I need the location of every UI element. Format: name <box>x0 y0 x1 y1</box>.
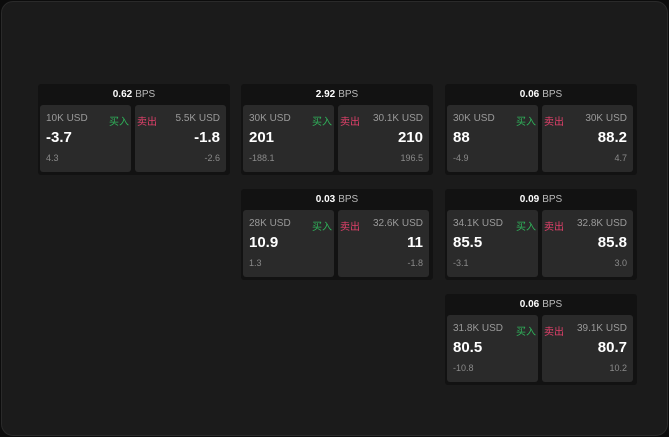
bid-change: 1.3 <box>249 258 262 268</box>
ask-change: -1.8 <box>407 258 423 268</box>
sell-quote-button[interactable]: 卖出 30K USD 88.2 4.7 <box>542 105 633 172</box>
sell-quote-button[interactable]: 卖出 39.1K USD 80.7 10.2 <box>542 315 633 382</box>
sell-label: 卖出 <box>137 117 157 128</box>
quote-card: 0.06 BPS 31.8K USD 买入 80.5 -10.8 卖出 39.1K… <box>445 294 637 385</box>
sell-label: 卖出 <box>544 222 564 233</box>
bid-price: 85.5 <box>453 234 483 251</box>
bid-price: 80.5 <box>453 339 483 356</box>
buy-label: 买入 <box>516 117 536 128</box>
buy-quote-button[interactable]: 34.1K USD 买入 85.5 -3.1 <box>447 210 538 277</box>
bid-price: 88 <box>453 129 470 146</box>
buy-label: 买入 <box>312 222 332 233</box>
ask-size: 32.8K USD <box>576 218 627 229</box>
buy-quote-button[interactable]: 10K USD 买入 -3.7 4.3 <box>40 105 131 172</box>
buy-quote-button[interactable]: 30K USD 买入 88 -4.9 <box>447 105 538 172</box>
ask-price: 11 <box>407 234 423 251</box>
bid-change: -4.9 <box>453 153 469 163</box>
quote-card: 0.09 BPS 34.1K USD 买入 85.5 -3.1 卖出 32.8K … <box>445 189 637 280</box>
ask-price: 88.2 <box>597 129 627 146</box>
quote-card: 2.92 BPS 30K USD 买入 201 -188.1 卖出 30.1K U… <box>241 84 433 175</box>
spread-unit: BPS <box>338 89 359 100</box>
ask-price: 210 <box>397 129 423 146</box>
spread-header: 2.92 BPS <box>241 84 433 105</box>
sell-label: 卖出 <box>544 327 564 338</box>
quote-card: 0.62 BPS 10K USD 买入 -3.7 4.3 卖出 5.5K USD … <box>38 84 230 175</box>
spread-header: 0.62 BPS <box>38 84 230 105</box>
bid-size: 30K USD <box>453 113 495 124</box>
spread-value: 2.92 <box>315 89 336 100</box>
sell-label: 卖出 <box>340 222 360 233</box>
ask-change: 4.7 <box>614 153 627 163</box>
ask-size: 5.5K USD <box>175 113 220 124</box>
ask-size: 39.1K USD <box>576 323 627 334</box>
spread-header: 0.09 BPS <box>445 189 637 210</box>
ask-size: 30.1K USD <box>372 113 423 124</box>
spread-header: 0.03 BPS <box>241 189 433 210</box>
buy-label: 买入 <box>312 117 332 128</box>
bid-price: 201 <box>249 129 275 146</box>
bid-change: -3.1 <box>453 258 469 268</box>
sell-quote-button[interactable]: 卖出 32.8K USD 85.8 3.0 <box>542 210 633 277</box>
spread-value: 0.03 <box>315 194 336 205</box>
bid-size: 10K USD <box>46 113 88 124</box>
spread-unit: BPS <box>542 89 563 100</box>
spread-value: 0.06 <box>519 89 540 100</box>
bid-change: 4.3 <box>46 153 59 163</box>
buy-quote-button[interactable]: 31.8K USD 买入 80.5 -10.8 <box>447 315 538 382</box>
sell-quote-button[interactable]: 卖出 32.6K USD 11 -1.8 <box>338 210 429 277</box>
buy-label: 买入 <box>516 327 536 338</box>
spread-header: 0.06 BPS <box>445 84 637 105</box>
ask-change: 3.0 <box>614 258 627 268</box>
spread-unit: BPS <box>542 299 563 310</box>
quote-card: 0.03 BPS 28K USD 买入 10.9 1.3 卖出 32.6K USD… <box>241 189 433 280</box>
bid-size: 34.1K USD <box>453 218 504 229</box>
ask-size: 30K USD <box>585 113 627 124</box>
buy-label: 买入 <box>516 222 536 233</box>
ask-change: 196.5 <box>400 153 423 163</box>
ask-price: 85.8 <box>597 234 627 251</box>
ask-change: -2.6 <box>204 153 220 163</box>
spread-value: 0.09 <box>519 194 540 205</box>
ask-change: 10.2 <box>609 363 627 373</box>
quote-card: 0.06 BPS 30K USD 买入 88 -4.9 卖出 30K USD 88… <box>445 84 637 175</box>
bid-size: 30K USD <box>249 113 291 124</box>
bid-size: 28K USD <box>249 218 291 229</box>
spread-value: 0.62 <box>112 89 133 100</box>
bid-size: 31.8K USD <box>453 323 504 334</box>
buy-quote-button[interactable]: 30K USD 买入 201 -188.1 <box>243 105 334 172</box>
spread-unit: BPS <box>338 194 359 205</box>
bid-price: 10.9 <box>249 234 279 251</box>
bid-price: -3.7 <box>46 129 72 146</box>
bid-change: -188.1 <box>249 153 275 163</box>
buy-label: 买入 <box>109 117 129 128</box>
spread-unit: BPS <box>135 89 156 100</box>
spread-unit: BPS <box>542 194 563 205</box>
bid-change: -10.8 <box>453 363 474 373</box>
ask-price: -1.8 <box>194 129 220 146</box>
spread-value: 0.06 <box>519 299 540 310</box>
sell-label: 卖出 <box>340 117 360 128</box>
ask-price: 80.7 <box>597 339 627 356</box>
ask-size: 32.6K USD <box>372 218 423 229</box>
sell-label: 卖出 <box>544 117 564 128</box>
spread-header: 0.06 BPS <box>445 294 637 315</box>
buy-quote-button[interactable]: 28K USD 买入 10.9 1.3 <box>243 210 334 277</box>
sell-quote-button[interactable]: 卖出 30.1K USD 210 196.5 <box>338 105 429 172</box>
sell-quote-button[interactable]: 卖出 5.5K USD -1.8 -2.6 <box>135 105 226 172</box>
